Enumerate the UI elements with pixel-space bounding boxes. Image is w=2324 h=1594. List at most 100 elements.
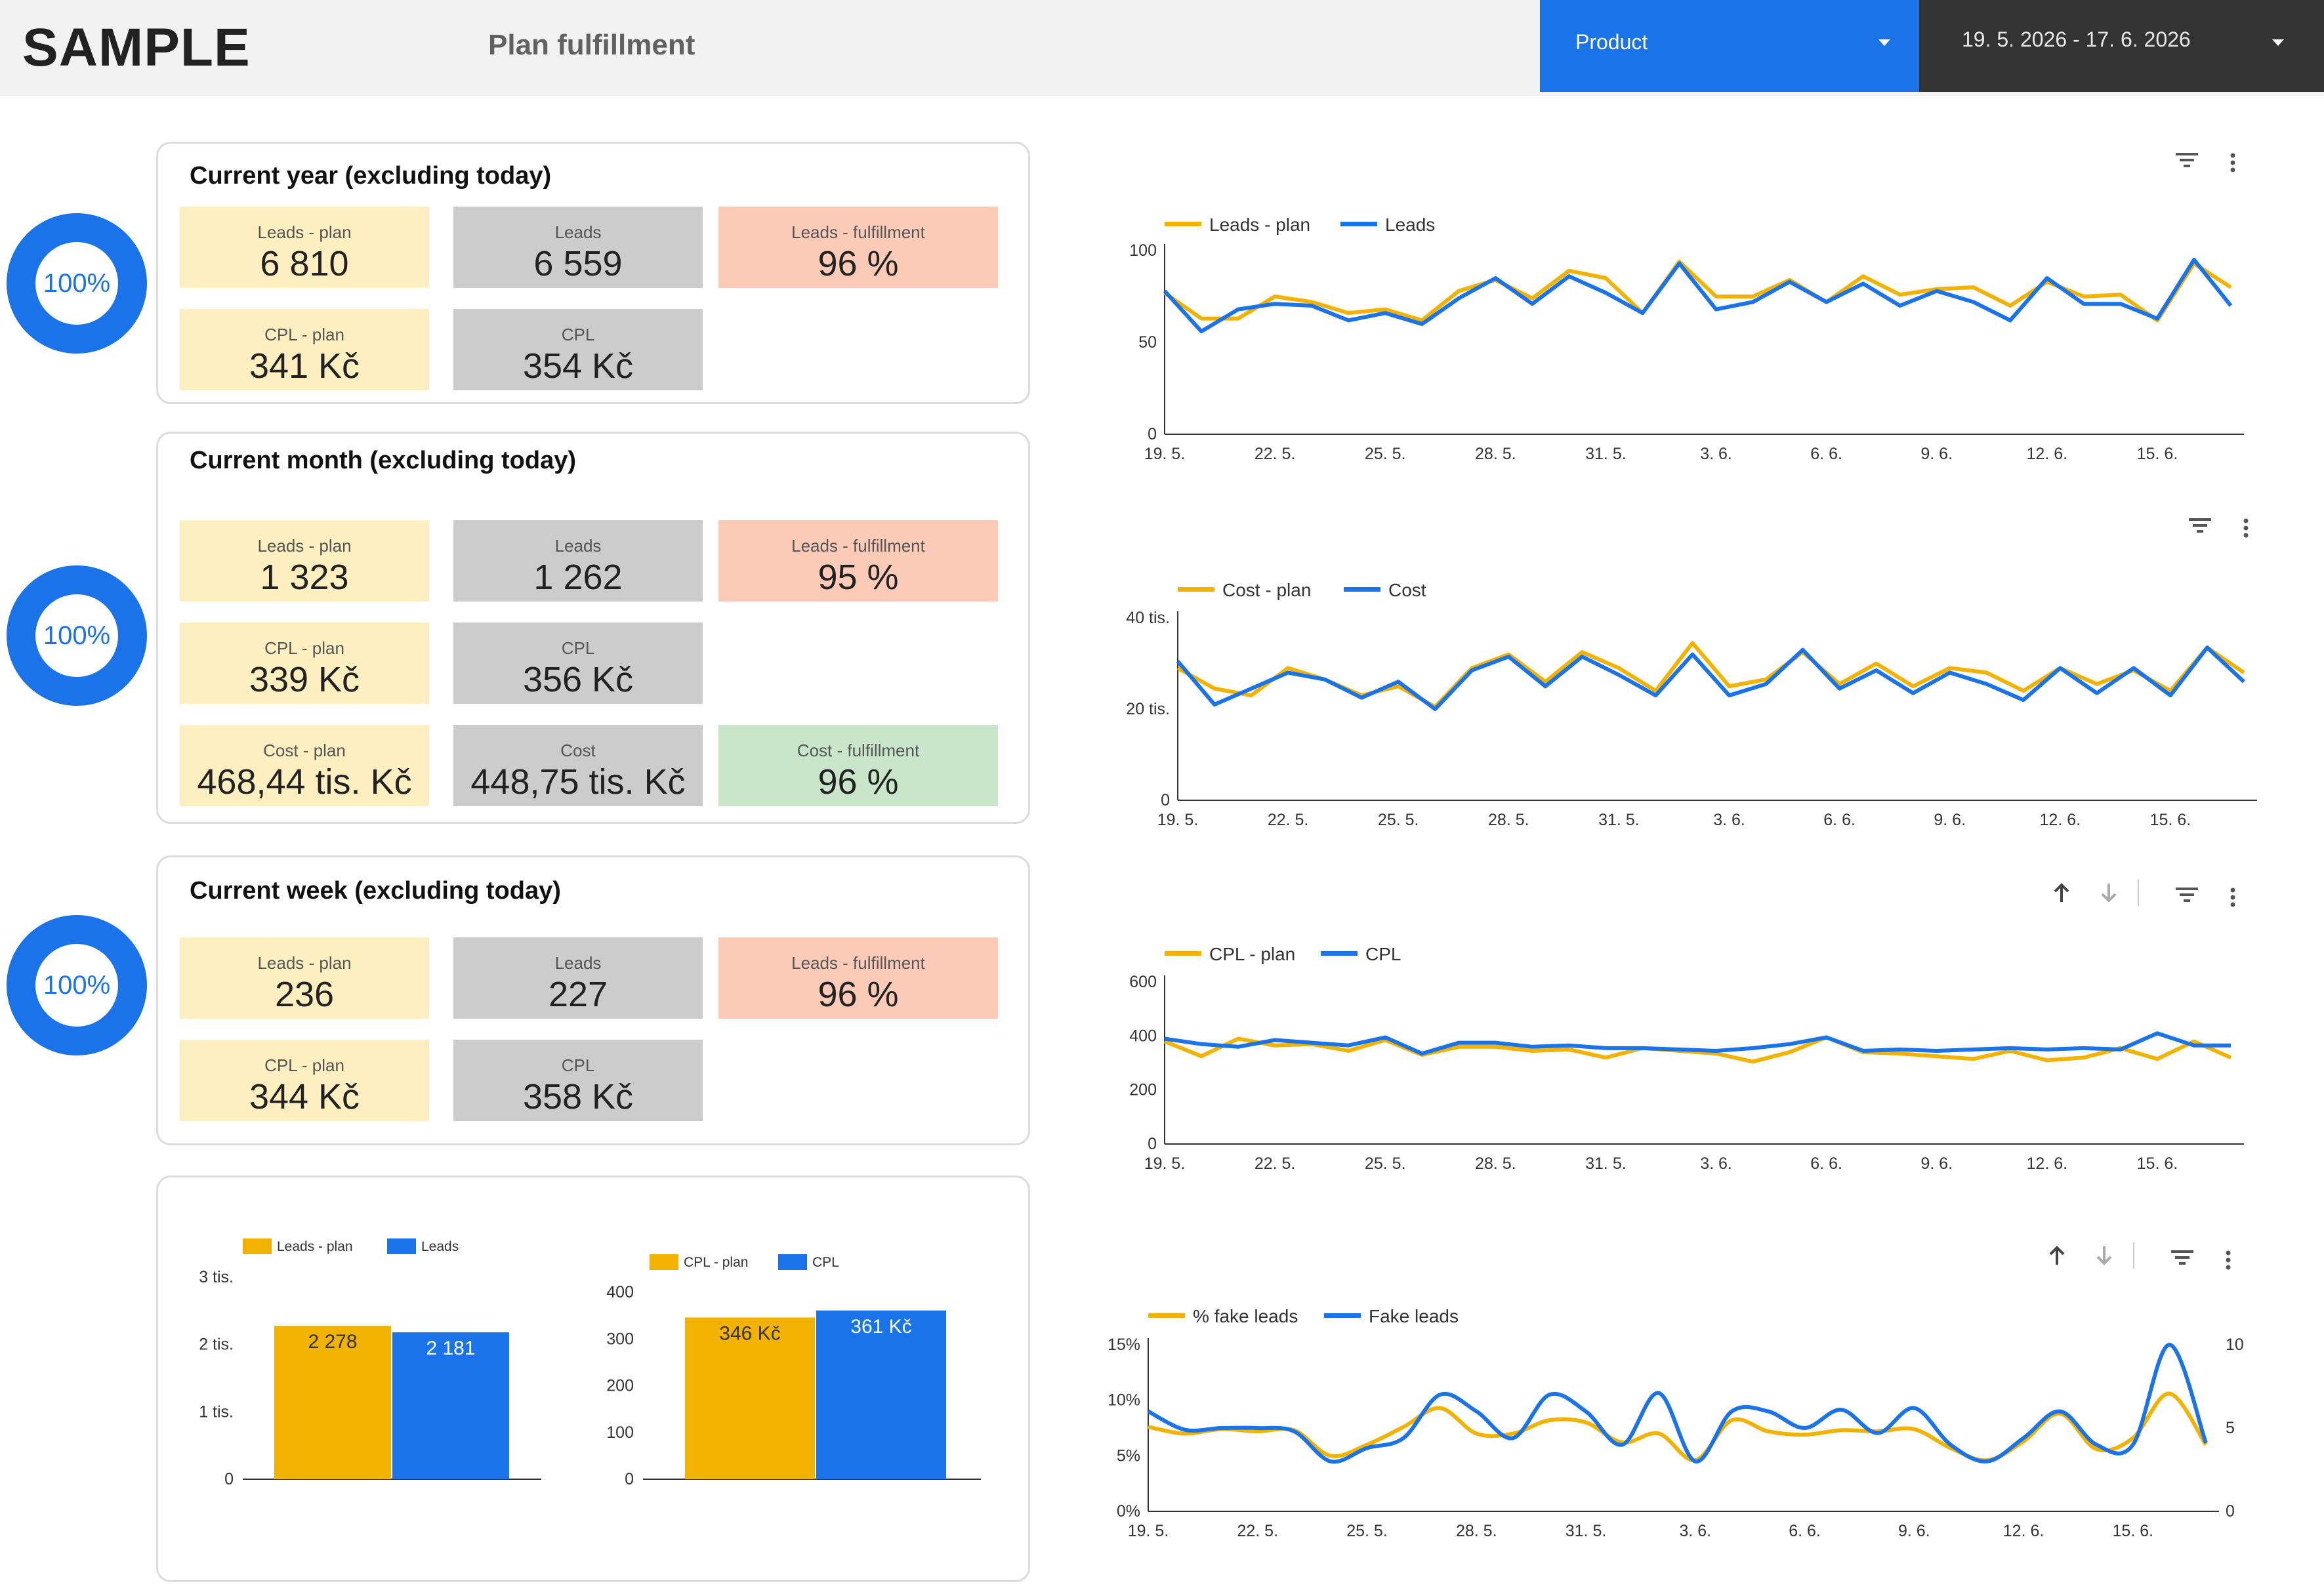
filter-icon[interactable]	[2189, 518, 2211, 533]
tile-label: Leads	[554, 536, 602, 556]
filter-icon[interactable]	[2171, 1250, 2193, 1265]
x-tick-label: 28. 5.	[1456, 1522, 1497, 1540]
y-tick-label: 2 tis.	[199, 1336, 234, 1354]
legend-label: CPL	[1365, 944, 1401, 964]
tile-label: CPL	[561, 638, 595, 658]
tile-label: Cost - fulfillment	[797, 741, 920, 760]
cost-tile: Cost 448,75 tis. Kč	[453, 725, 703, 806]
tile-label: CPL	[561, 325, 595, 344]
y-right-tick-label: 5	[2226, 1419, 2235, 1437]
more-vert-icon[interactable]	[2226, 1250, 2231, 1270]
x-tick-label: 22. 5.	[1268, 811, 1309, 829]
x-tick-label: 25. 5.	[1378, 811, 1419, 829]
x-tick-label: 31. 5.	[1585, 445, 1627, 463]
x-tick-label: 15. 6.	[2113, 1522, 2154, 1540]
leads-bar-chart: Leads - plan Leads 0 1 tis. 2 tis. 3 tis. 2 27…	[199, 1238, 541, 1488]
leads-line-chart: Leads - plan Leads 0 50 100 19. 5. 22. 5. 25. 5…	[1129, 215, 2244, 463]
legend-label: Leads - plan	[1209, 215, 1310, 235]
x-tick-label: 12. 6.	[2003, 1522, 2044, 1540]
legend-label: Leads - plan	[277, 1239, 353, 1254]
product-filter-label: Product	[1575, 30, 1648, 54]
legend-label: Leads	[421, 1239, 459, 1254]
x-tick-label: 19. 5.	[1128, 1522, 1169, 1540]
date-range-dropdown[interactable]: 19. 5. 2026 - 17. 6. 2026	[1919, 0, 2324, 92]
cost-line-chart: Cost - plan Cost 0 20 tis. 40 tis. 19. 5. 22. …	[1126, 580, 2257, 829]
more-vert-icon[interactable]	[2243, 518, 2249, 538]
y-tick-label: 1 tis.	[199, 1402, 234, 1421]
product-filter-dropdown[interactable]: Product	[1540, 0, 1919, 92]
more-vert-icon[interactable]	[2230, 153, 2235, 173]
x-tick-label: 12. 6.	[2027, 445, 2068, 463]
legend-label: Leads	[1385, 215, 1435, 235]
y-tick-label: 100	[606, 1423, 634, 1442]
leads-fulfillment-tile: Leads - fulfillment 96 %	[718, 937, 998, 1019]
leads-tile: Leads 1 262	[453, 520, 703, 602]
tile-value: 96 %	[818, 244, 899, 283]
bar-data-label: 361 Kč	[850, 1316, 911, 1338]
sort-descending-icon[interactable]	[2101, 884, 2117, 903]
x-tick-label: 9. 6.	[1920, 1155, 1953, 1173]
toolbar-divider	[2133, 1242, 2134, 1269]
x-tick-label: 19. 5.	[1144, 445, 1186, 463]
sort-ascending-icon[interactable]	[2054, 883, 2069, 902]
tile-label: Leads - fulfillment	[791, 222, 925, 242]
cpl-bar-chart: CPL - plan CPL 0 100 200 300 400 346 Kč 361 Kč	[606, 1254, 981, 1488]
x-tick-label: 9. 6.	[1920, 445, 1953, 463]
y-tick-label: 0%	[1117, 1502, 1140, 1521]
filter-icon[interactable]	[2176, 888, 2198, 902]
legend-swatch	[1165, 222, 1201, 226]
legend-swatch	[1321, 951, 1358, 956]
tile-value: 344 Kč	[249, 1077, 360, 1116]
series-line-cpl-plan	[1163, 1035, 2232, 1064]
y-tick-label: 0	[625, 1470, 634, 1488]
y-tick-label: 600	[1129, 973, 1157, 991]
tile-label: Cost	[560, 741, 596, 760]
x-tick-label: 6. 6.	[1789, 1522, 1821, 1540]
x-tick-label: 3. 6.	[1700, 1155, 1732, 1173]
x-tick-label: 25. 5.	[1346, 1522, 1388, 1540]
tile-label: CPL	[561, 1055, 595, 1075]
x-tick-label: 28. 5.	[1475, 1155, 1516, 1173]
cpl-plan-tile: CPL - plan 344 Kč	[180, 1040, 429, 1121]
legend-label: Cost	[1388, 580, 1426, 600]
bar-cpl	[816, 1310, 946, 1479]
y-tick-label: 0	[1161, 791, 1170, 809]
sort-ascending-icon[interactable]	[2049, 1246, 2065, 1265]
y-tick-label: 200	[606, 1377, 634, 1395]
bar-leads	[392, 1332, 509, 1479]
more-vert-icon[interactable]	[2230, 888, 2235, 907]
legend-swatch	[1148, 1313, 1185, 1318]
tile-label: Leads - plan	[257, 536, 352, 556]
legend-swatch	[1165, 951, 1201, 956]
y-tick-label: 200	[1129, 1081, 1157, 1099]
y-tick-label: 3 tis.	[199, 1268, 234, 1286]
legend-label: Cost - plan	[1222, 580, 1311, 600]
current-week-card: Current week (excluding today) Leads - p…	[156, 855, 1030, 1145]
sort-descending-icon[interactable]	[2096, 1246, 2112, 1265]
legend-swatch	[1344, 587, 1380, 592]
y-right-tick-label: 0	[2226, 1502, 2235, 1521]
tile-label: Leads - fulfillment	[791, 953, 925, 973]
cost-plan-tile: Cost - plan 468,44 tis. Kč	[180, 725, 429, 806]
x-tick-label: 31. 5.	[1585, 1155, 1627, 1173]
tile-value: 227	[548, 975, 608, 1014]
header-bar: SAMPLE Plan fulfillment Product 19. 5. 2…	[0, 0, 2324, 96]
page-title: Plan fulfillment	[488, 29, 695, 61]
x-tick-label: 31. 5.	[1566, 1522, 1607, 1540]
tile-value: 236	[274, 975, 335, 1014]
tile-label: Leads - plan	[257, 222, 352, 242]
filter-icon[interactable]	[2176, 153, 2198, 167]
logo: SAMPLE	[22, 18, 251, 77]
legend-label: % fake leads	[1193, 1306, 1298, 1326]
tile-value: 358 Kč	[522, 1077, 634, 1116]
y-tick-label: 400	[1129, 1027, 1157, 1045]
x-tick-label: 3. 6.	[1700, 445, 1732, 463]
tile-label: Leads	[554, 953, 602, 973]
legend-label: CPL - plan	[684, 1255, 748, 1270]
legend-label: Fake leads	[1369, 1306, 1459, 1326]
series-line-leads	[1163, 258, 2233, 334]
leads-fulfillment-tile: Leads - fulfillment 95 %	[718, 520, 998, 602]
card-title: Current week (excluding today)	[190, 877, 561, 905]
y-tick-label: 0	[1148, 425, 1157, 443]
tile-value: 6 810	[260, 244, 349, 283]
